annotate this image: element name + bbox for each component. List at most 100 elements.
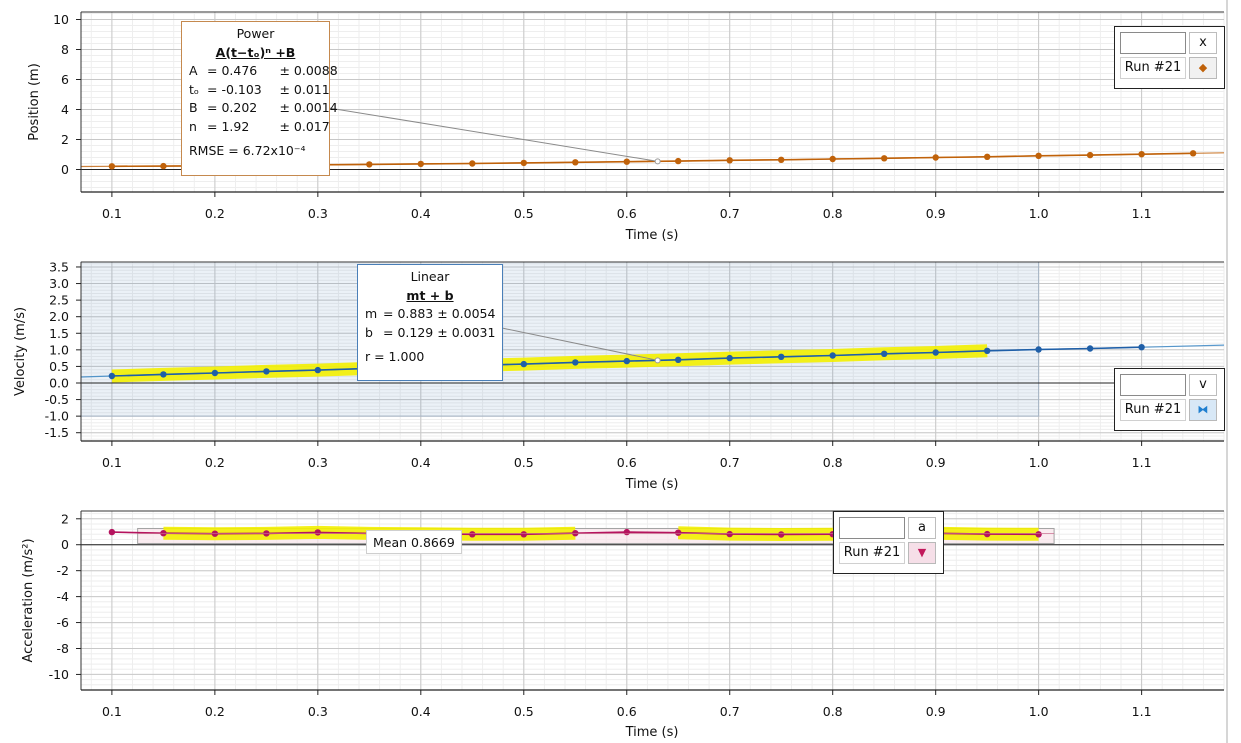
param-value: 0.476 [221, 63, 258, 78]
annotation-leader-line [328, 107, 658, 162]
data-point[interactable] [623, 158, 630, 165]
legend-search-input[interactable] [1120, 374, 1186, 396]
data-point[interactable] [160, 371, 167, 378]
fit-param-row: tₒ = -0.103 ± 0.011 [189, 81, 330, 100]
x-tick-label: 0.9 [926, 704, 946, 719]
data-point[interactable] [572, 159, 579, 166]
annotation-anchor[interactable] [654, 357, 661, 364]
data-point[interactable] [314, 366, 321, 374]
y-axis-title[interactable]: Acceleration (m/s²) [21, 538, 36, 662]
param-name: A [189, 63, 198, 78]
data-point[interactable] [881, 350, 888, 357]
data-point[interactable] [984, 530, 991, 538]
param-uncertainty: 0.0054 [451, 306, 496, 321]
x-axis-title[interactable]: Time (s) [625, 228, 679, 243]
data-point[interactable] [778, 156, 785, 163]
data-point[interactable] [108, 528, 116, 536]
data-point[interactable] [469, 160, 476, 167]
data-point[interactable] [623, 357, 630, 365]
linear-fit-box[interactable]: Linear mt + b m = 0.883 ± 0.0054 b = 0.1… [357, 264, 503, 381]
data-point[interactable] [1086, 345, 1094, 352]
param-value: 0.129 [397, 324, 434, 340]
data-point[interactable] [932, 154, 939, 161]
data-point[interactable] [726, 530, 733, 538]
data-point[interactable] [675, 529, 682, 536]
y-tick-label: -0.5 [45, 392, 69, 407]
data-point[interactable] [778, 353, 785, 360]
diamond-icon[interactable]: ◆ [1189, 57, 1217, 79]
data-point[interactable] [778, 531, 785, 538]
data-point[interactable] [623, 528, 630, 536]
data-point[interactable] [1035, 346, 1042, 353]
param-value: 1.92 [221, 118, 250, 134]
legend-run-label[interactable]: Run #21 [1120, 399, 1186, 421]
data-point[interactable] [108, 163, 116, 170]
fit-name: Linear [410, 269, 450, 284]
data-point[interactable] [726, 157, 733, 164]
x-tick-label: 0.9 [926, 455, 946, 470]
legend-variable[interactable]: v [1189, 374, 1217, 396]
data-point[interactable] [108, 372, 116, 380]
y-tick-label: -1.0 [45, 409, 69, 424]
data-point[interactable] [1138, 151, 1145, 158]
data-point[interactable] [469, 531, 476, 538]
x-axis-title[interactable]: Time (s) [625, 477, 679, 492]
x-tick-label: 0.1 [102, 455, 122, 470]
data-point[interactable] [314, 529, 321, 536]
data-point[interactable] [572, 359, 579, 366]
data-point[interactable] [932, 349, 939, 356]
selection-region[interactable] [80, 261, 1040, 417]
data-point[interactable] [881, 155, 888, 162]
legend-search-input[interactable] [1120, 32, 1186, 54]
triangle-down-icon[interactable]: ▼ [908, 542, 936, 564]
data-point[interactable] [520, 159, 527, 167]
x-tick-label: 0.4 [411, 206, 431, 221]
data-point[interactable] [263, 368, 270, 375]
x-tick-label: 0.4 [411, 704, 431, 719]
annotation-anchor[interactable] [654, 158, 661, 165]
data-point[interactable] [520, 360, 527, 368]
velocity-graph[interactable]: 0.1 0.2 0.3 0.4 0.5 0.6 0.7 0.8 0.9 1.0 1.1 -1.5-1.… [13, 259, 1225, 492]
mean-label[interactable]: Mean 0.8669 [366, 530, 462, 554]
y-tick-label: 6 [61, 72, 69, 87]
velocity-legend: v Run #21 ⧓ [1114, 368, 1225, 431]
data-point[interactable] [1035, 531, 1042, 538]
x-tick-label: 1.1 [1132, 206, 1152, 221]
data-point[interactable] [1086, 151, 1094, 159]
x-tick-label: 1.0 [1029, 206, 1049, 221]
data-point[interactable] [675, 356, 682, 363]
y-tick-label: 3.0 [49, 276, 69, 291]
data-point[interactable] [984, 347, 991, 354]
data-point[interactable] [417, 160, 424, 168]
y-axis-title[interactable]: Velocity (m/s) [13, 307, 28, 396]
legend-run-label[interactable]: Run #21 [1120, 57, 1186, 79]
legend-variable[interactable]: x [1189, 32, 1217, 54]
power-fit-box[interactable]: Power A(t−tₒ)ⁿ +B A = 0.476 ± 0.0088 tₒ =… [181, 21, 338, 176]
data-point[interactable] [829, 155, 836, 163]
position-legend: x Run #21 ◆ [1114, 26, 1225, 89]
data-point[interactable] [726, 354, 733, 362]
data-point[interactable] [984, 153, 991, 160]
param-uncertainty: 0.017 [293, 118, 330, 134]
data-point[interactable] [1035, 152, 1042, 159]
x-tick-label: 0.7 [720, 455, 740, 470]
data-point[interactable] [1189, 150, 1197, 157]
y-tick-label: -2 [57, 563, 69, 578]
legend-variable[interactable]: a [908, 517, 936, 539]
data-point[interactable] [211, 369, 219, 377]
param-name: m [365, 306, 378, 321]
data-point[interactable] [366, 161, 373, 168]
fit-statistic: r = 1.000 [365, 349, 425, 364]
data-point[interactable] [675, 157, 682, 165]
legend-search-input[interactable] [839, 517, 905, 539]
x-tick-label: 0.5 [514, 206, 534, 221]
legend-run-label[interactable]: Run #21 [839, 542, 905, 564]
y-axis-title[interactable]: Position (m) [27, 63, 42, 141]
data-point[interactable] [520, 531, 527, 538]
data-point[interactable] [829, 352, 836, 359]
data-point[interactable] [160, 162, 167, 170]
x-axis-title[interactable]: Time (s) [625, 725, 679, 740]
bowtie-icon[interactable]: ⧓ [1189, 399, 1217, 421]
fit-equation: mt + b [406, 287, 454, 303]
data-point[interactable] [1138, 344, 1145, 351]
